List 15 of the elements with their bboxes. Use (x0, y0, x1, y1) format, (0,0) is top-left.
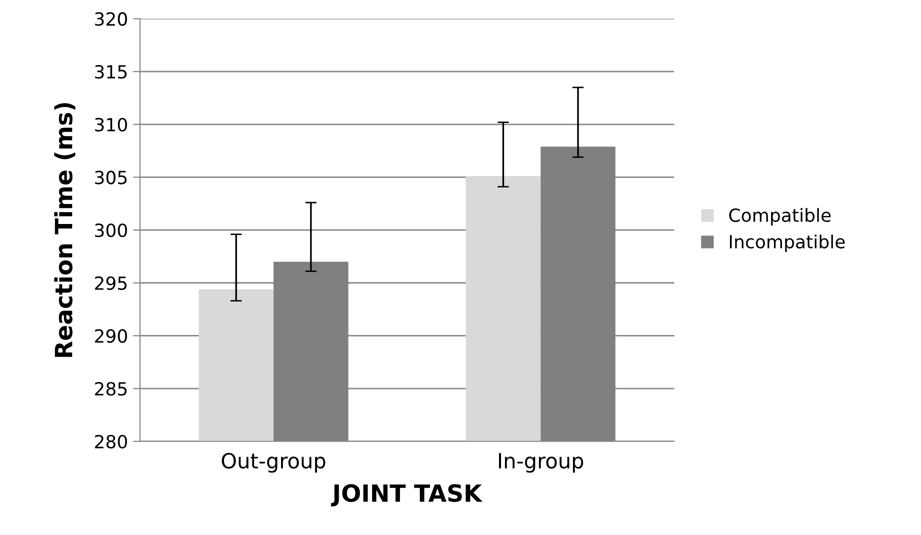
legend-label: Compatible (729, 208, 831, 226)
y-tick-label: 305 (95, 170, 127, 184)
y-tick-label: 320 (95, 12, 127, 26)
y-tick-label: 310 (95, 118, 127, 132)
y-tick-label: 315 (95, 65, 127, 79)
legend-label: Incompatible (730, 234, 845, 252)
y-tick-label: 280 (95, 434, 127, 448)
y-tick-label: 290 (95, 329, 127, 343)
x-axis-title: JOINT TASK (330, 484, 483, 506)
x-tick-label: Out-group (222, 452, 326, 473)
x-tick-label: In-group (498, 453, 584, 473)
y-tick-label: 285 (95, 382, 127, 396)
y-axis-title: Reaction Time (ms) (54, 103, 76, 357)
y-tick-label: 300 (95, 224, 127, 238)
y-tick-label: 295 (95, 276, 127, 290)
